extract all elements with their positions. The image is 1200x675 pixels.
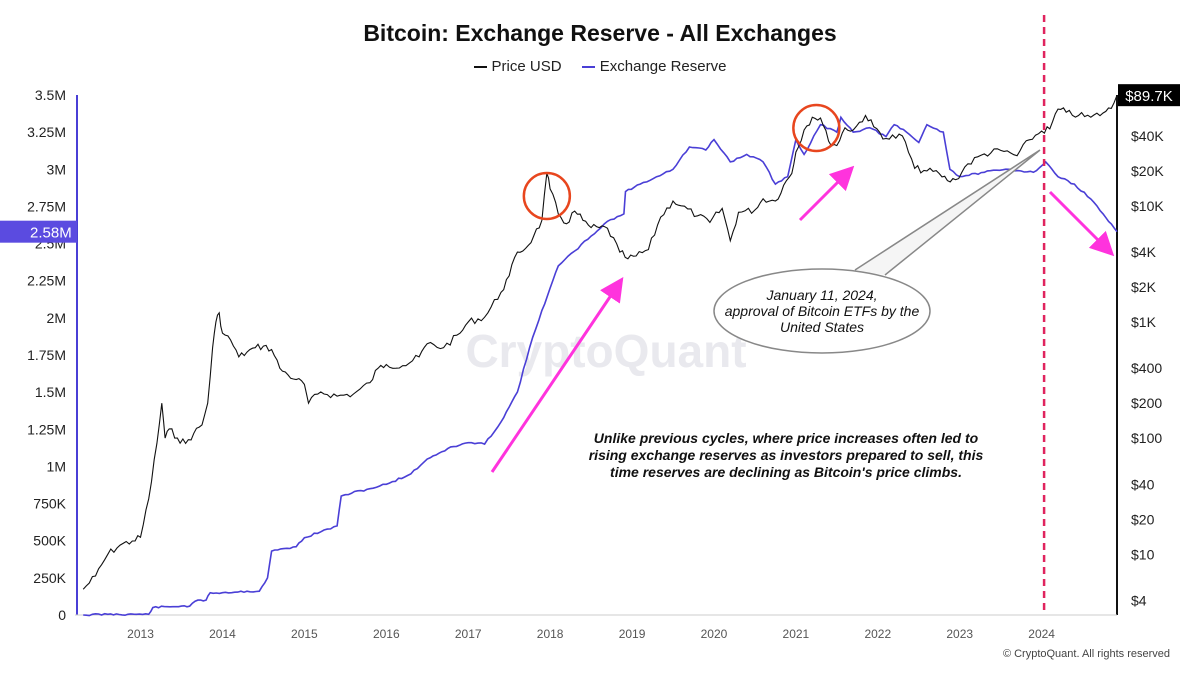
left-tick-label: 3M	[47, 161, 66, 177]
legend-swatch-reserve	[581, 66, 595, 69]
series-line-price-usd	[82, 95, 1118, 590]
series-line-exchange-reserve	[83, 115, 1118, 617]
legend: Price USD Exchange Reserve	[0, 58, 1200, 75]
legend-label-reserve: Exchange Reserve	[599, 58, 727, 75]
x-tick-label: 2023	[946, 627, 973, 641]
x-tick-label: 2018	[537, 627, 564, 641]
left-tick-label: 3.5M	[35, 87, 66, 103]
x-tick-label: 2022	[864, 627, 891, 641]
reserve-value-text: 2.58M	[30, 225, 72, 242]
right-tick-label: $4	[1131, 592, 1147, 608]
left-tick-label: 500K	[33, 533, 66, 549]
cycle-note-line: time reserves are declining as Bitcoin's…	[610, 464, 962, 480]
legend-item-reserve[interactable]: Exchange Reserve	[581, 58, 727, 75]
callout-bubble	[713, 268, 931, 354]
right-tick-label: $10K	[1131, 198, 1164, 214]
left-tick-label: 1.75M	[27, 347, 66, 363]
x-tick-label: 2016	[373, 627, 400, 641]
chart-title: Bitcoin: Exchange Reserve - All Exchange…	[363, 20, 837, 46]
x-tick-label: 2013	[127, 627, 154, 641]
callout-pointer	[854, 149, 1041, 276]
x-tick-label: 2014	[209, 627, 236, 641]
left-tick-label: 2.25M	[27, 273, 66, 289]
legend-label-price: Price USD	[491, 58, 562, 75]
x-tick-label: 2017	[455, 627, 482, 641]
cycle-note-line: Unlike previous cycles, where price incr…	[594, 430, 979, 446]
legend-item-price[interactable]: Price USD	[473, 58, 562, 75]
right-tick-label: $200	[1131, 395, 1162, 411]
price-value-badge	[1118, 84, 1180, 107]
left-tick-label: 2M	[47, 310, 66, 326]
right-tick-label: $100	[1131, 430, 1162, 446]
magenta-arrow	[490, 277, 624, 473]
right-tick-label: $20	[1131, 511, 1155, 527]
watermark-text: CryptoQuant	[465, 325, 746, 377]
left-tick-label: 2.75M	[27, 198, 66, 214]
magenta-arrow	[1048, 190, 1115, 257]
left-tick-label: 250K	[33, 570, 66, 586]
right-tick-label: $40K	[1131, 128, 1164, 144]
right-tick-label: $1K	[1131, 314, 1157, 330]
left-tick-label: 1M	[47, 458, 66, 474]
x-tick-label: 2024	[1028, 627, 1055, 641]
right-tick-label: $400	[1131, 360, 1162, 376]
right-tick-label: $40	[1131, 476, 1155, 492]
left-tick-label: 750K	[33, 496, 66, 512]
price-value-text: $89.7K	[1125, 88, 1173, 105]
left-tick-label: 1.25M	[27, 421, 66, 437]
reserve-value-badge	[0, 220, 77, 243]
peak-circle	[792, 103, 841, 153]
x-tick-label: 2019	[619, 627, 646, 641]
x-tick-label: 2021	[783, 627, 810, 641]
legend-swatch-price	[473, 66, 487, 69]
cycle-note-text: Unlike previous cycles, where price incr…	[589, 430, 984, 480]
peak-circle	[522, 171, 572, 221]
x-tick-label: 2020	[701, 627, 728, 641]
magenta-arrow	[798, 165, 855, 222]
left-tick-label: 1.5M	[35, 384, 66, 400]
etf-callout-text: January 11, 2024, approval of Bitcoin ETF…	[725, 287, 920, 335]
right-tick-label: $20K	[1131, 163, 1164, 179]
etf-callout-line: approval of Bitcoin ETFs by the	[725, 303, 920, 319]
cycle-note-line: rising exchange reserves as investors pr…	[589, 447, 984, 463]
left-tick-label: 0	[58, 607, 66, 623]
etf-callout-line: January 11, 2024,	[765, 287, 877, 303]
left-tick-label: 3.25M	[27, 124, 66, 140]
right-tick-label: $10	[1131, 546, 1155, 562]
right-tick-label: $4K	[1131, 244, 1157, 260]
copyright-notice: © CryptoQuant. All rights reserved	[1002, 648, 1170, 660]
x-tick-label: 2015	[291, 627, 318, 641]
etf-callout-line: United States	[780, 319, 864, 335]
right-tick-label: $2K	[1131, 279, 1157, 295]
